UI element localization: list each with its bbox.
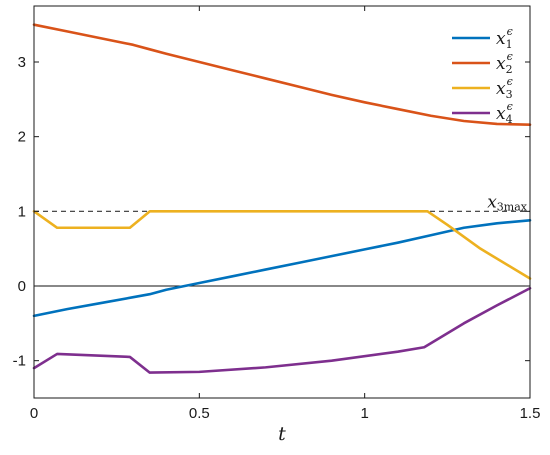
y-tick-label: 0 bbox=[18, 278, 26, 295]
legend-label-x2: x2ϵ bbox=[496, 50, 513, 76]
ticks: 0 0.5 1 1.5 -1 0 1 2 3 t bbox=[13, 6, 541, 445]
x-tick-label: 0.5 bbox=[189, 405, 210, 422]
y-tick-label: 2 bbox=[18, 129, 26, 146]
x-axis-label: t bbox=[278, 423, 286, 445]
y-tick-label: -1 bbox=[13, 353, 26, 370]
annotations: x3max bbox=[487, 192, 528, 213]
axes bbox=[33, 5, 531, 399]
x-tick-label: 1 bbox=[360, 405, 368, 422]
series-line-x3 bbox=[32, 210, 532, 280]
reference-lines bbox=[34, 210, 530, 287]
series-line-x4 bbox=[32, 286, 532, 374]
series-lines bbox=[32, 23, 532, 374]
legend-label-x4: x4ϵ bbox=[496, 100, 513, 126]
x3max-label: x3max bbox=[487, 192, 528, 213]
legend-label-x1: x1ϵ bbox=[496, 25, 513, 51]
series-line-x1 bbox=[32, 218, 532, 318]
x-tick-label: 1.5 bbox=[520, 405, 541, 422]
y-tick-label: 3 bbox=[18, 54, 26, 71]
x-tick-label: 0 bbox=[30, 405, 38, 422]
series-line-x2 bbox=[32, 23, 532, 127]
plot-frame bbox=[33, 5, 531, 399]
y-tick-label: 1 bbox=[18, 203, 26, 220]
legend-label-x3: x3ϵ bbox=[496, 75, 513, 101]
